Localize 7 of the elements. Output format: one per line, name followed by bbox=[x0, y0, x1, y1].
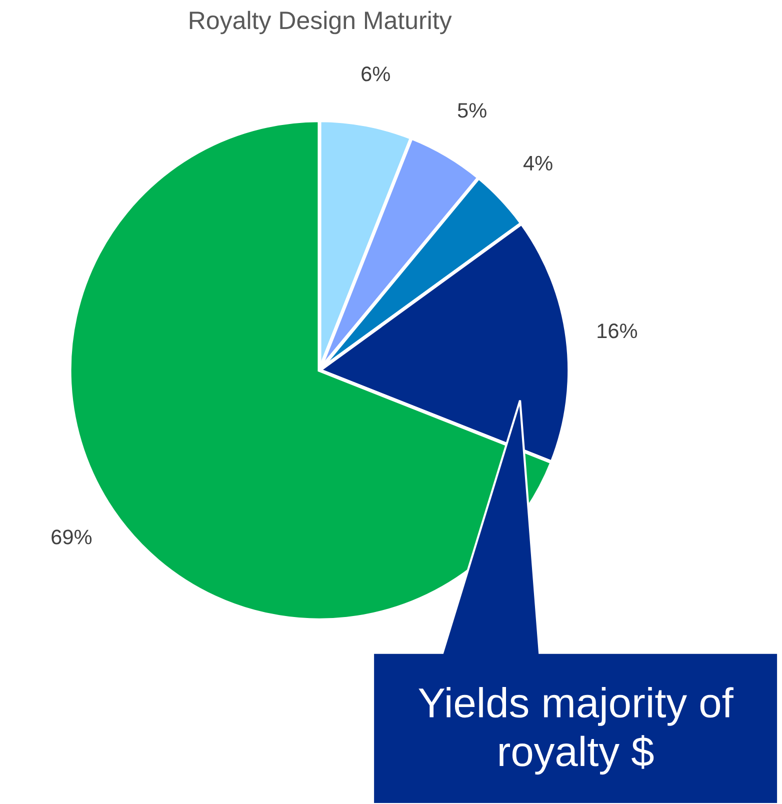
data-label: 4% bbox=[523, 156, 552, 170]
data-label: 5% bbox=[458, 103, 486, 118]
data-label: 69% bbox=[52, 530, 92, 544]
chart-title: Royalty Design Maturity bbox=[190, 10, 452, 34]
data-label: 16% bbox=[598, 324, 638, 338]
text: Yields majority of royalty $ bbox=[418, 687, 734, 775]
data-label: 6% bbox=[362, 66, 390, 82]
